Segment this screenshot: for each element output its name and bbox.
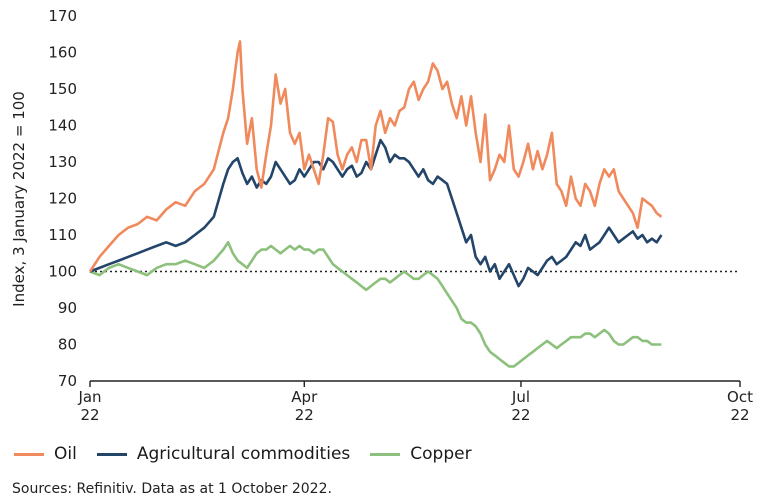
legend-swatch-oil [14, 452, 44, 456]
series-lines [88, 40, 663, 368]
y-tick-label: 100 [48, 263, 77, 281]
legend-label-oil: Oil [54, 444, 77, 464]
x-tick-label: Jan [77, 388, 101, 406]
x-tick-label: Apr [291, 388, 318, 406]
y-tick-label: 150 [48, 80, 77, 98]
legend-item-oil: Oil [14, 444, 77, 464]
y-tick-label: 110 [48, 226, 77, 244]
x-tick-label: 22 [511, 406, 530, 424]
y-tick-label: 140 [48, 117, 77, 135]
x-tick-label: 22 [295, 406, 314, 424]
y-axis: 70 80 90 100 110 120 130 140 150 160 170 [48, 7, 77, 390]
series-line-agricultural-commodities [89, 138, 663, 288]
legend-item-copper: Copper [370, 444, 472, 464]
x-tick-label: 22 [730, 406, 749, 424]
x-tick-label: 22 [80, 406, 99, 424]
legend-label-agricultural: Agricultural commodities [136, 444, 351, 464]
legend-swatch-agricultural [96, 452, 127, 456]
legend-swatch-copper [370, 452, 401, 456]
y-tick-label: 160 [48, 44, 77, 62]
legend-item-agricultural: Agricultural commodities [96, 444, 351, 464]
y-tick-label: 170 [48, 7, 77, 25]
y-tick-label: 90 [58, 299, 77, 317]
y-tick-label: 120 [48, 190, 77, 208]
y-tick-label: 80 [58, 336, 77, 354]
x-tick-label: Oct [727, 388, 753, 406]
series-line-oil [88, 40, 663, 273]
y-axis-label: Index, 3 January 2022 = 100 [10, 91, 28, 307]
series-line-copper [89, 241, 662, 368]
legend: Oil Agricultural commodities Copper [14, 444, 492, 464]
source-note: Sources: Refinitiv. Data as at 1 October… [12, 481, 332, 497]
y-tick-label: 130 [48, 153, 77, 171]
y-tick-label: 70 [58, 372, 77, 390]
x-tick-label: Jul [511, 388, 530, 406]
legend-label-copper: Copper [410, 444, 472, 464]
